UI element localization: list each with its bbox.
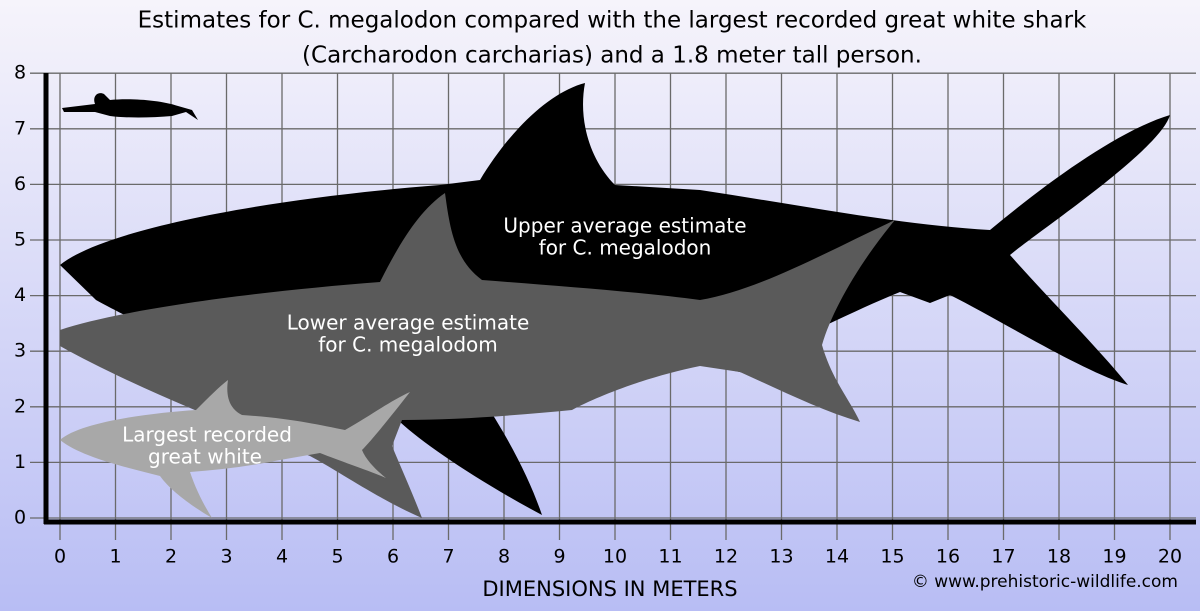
x-tick-label: 10	[603, 546, 627, 568]
x-tick-label: 6	[387, 546, 399, 568]
person-silhouette	[62, 93, 198, 120]
x-tick-label: 14	[825, 546, 849, 568]
y-tick-label: 1	[14, 451, 26, 473]
y-tick-label: 3	[14, 340, 26, 362]
x-tick-label: 4	[276, 546, 288, 568]
x-tick-label: 17	[991, 546, 1015, 568]
x-tick-label: 3	[220, 546, 232, 568]
title-line: Estimates for C. megalodon compared with…	[138, 8, 1087, 34]
x-axis-label: DIMENSIONS IN METERS	[482, 577, 737, 601]
shark-label: for C. megalodon	[539, 236, 712, 260]
x-tick-label: 11	[658, 546, 682, 568]
x-tick-label: 20	[1158, 546, 1182, 568]
y-tick-label: 5	[14, 229, 26, 251]
x-tick-label: 8	[498, 546, 510, 568]
x-tick-label: 19	[1102, 546, 1126, 568]
x-tick-label: 16	[936, 546, 960, 568]
y-tick-label: 8	[14, 62, 26, 84]
shark-label: Largest recorded	[122, 423, 292, 447]
x-tick-label: 2	[165, 546, 177, 568]
x-tick-label: 12	[714, 546, 738, 568]
shark-label: for C. megalodom	[318, 333, 497, 357]
credit: © www.prehistoric-wildlife.com	[912, 572, 1178, 592]
x-tick-label: 5	[331, 546, 343, 568]
tick-labels: 0 1 2 3 4 5 6 7 8 9 10 11 12 13 14 15 16 17 18 19 2001234567…	[14, 62, 1182, 568]
y-tick-label: 6	[14, 173, 26, 195]
y-tick-label: 7	[14, 117, 26, 139]
y-tick-label: 0	[14, 507, 26, 529]
x-tick-label: 0	[54, 546, 66, 568]
title-line: (Carcharodon carcharias) and a 1.8 meter…	[302, 43, 922, 69]
x-tick-label: 13	[769, 546, 793, 568]
shark-label: Upper average estimate	[503, 214, 746, 238]
x-tick-label: 18	[1047, 546, 1071, 568]
x-tick-label: 7	[442, 546, 454, 568]
x-tick-label: 15	[880, 546, 904, 568]
y-tick-label: 4	[14, 284, 26, 306]
great-white-silhouette	[60, 380, 410, 518]
y-tick-label: 2	[14, 395, 26, 417]
shark-label: great white	[148, 445, 262, 469]
x-tick-label: 9	[553, 546, 565, 568]
x-tick-label: 1	[109, 546, 121, 568]
shark-label: Lower average estimate	[287, 311, 530, 335]
